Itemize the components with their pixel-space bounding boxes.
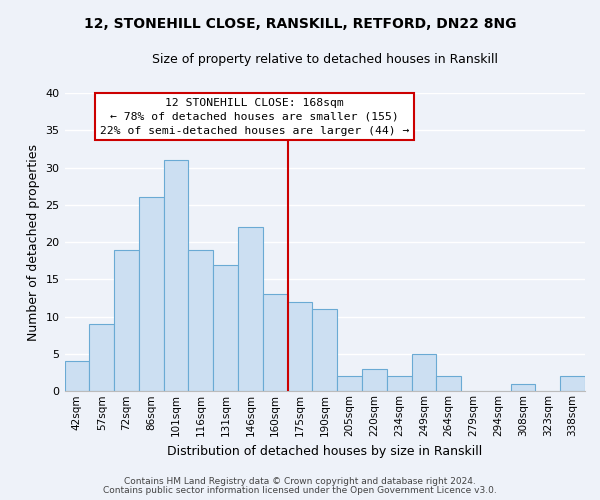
Y-axis label: Number of detached properties: Number of detached properties xyxy=(27,144,40,340)
Bar xyxy=(313,310,337,392)
Bar xyxy=(139,198,164,392)
Text: 12, STONEHILL CLOSE, RANSKILL, RETFORD, DN22 8NG: 12, STONEHILL CLOSE, RANSKILL, RETFORD, … xyxy=(84,18,516,32)
Text: Contains HM Land Registry data © Crown copyright and database right 2024.: Contains HM Land Registry data © Crown c… xyxy=(124,477,476,486)
Bar xyxy=(511,384,535,392)
Bar xyxy=(412,354,436,392)
Text: 12 STONEHILL CLOSE: 168sqm
← 78% of detached houses are smaller (155)
22% of sem: 12 STONEHILL CLOSE: 168sqm ← 78% of deta… xyxy=(100,98,409,136)
X-axis label: Distribution of detached houses by size in Ranskill: Distribution of detached houses by size … xyxy=(167,444,482,458)
Bar xyxy=(387,376,412,392)
Bar xyxy=(238,227,263,392)
Bar xyxy=(114,250,139,392)
Bar xyxy=(89,324,114,392)
Bar xyxy=(263,294,287,392)
Bar xyxy=(362,369,387,392)
Bar xyxy=(65,362,89,392)
Bar xyxy=(213,264,238,392)
Bar xyxy=(560,376,585,392)
Bar xyxy=(436,376,461,392)
Bar xyxy=(188,250,213,392)
Bar xyxy=(337,376,362,392)
Text: Contains public sector information licensed under the Open Government Licence v3: Contains public sector information licen… xyxy=(103,486,497,495)
Bar xyxy=(164,160,188,392)
Bar xyxy=(287,302,313,392)
Title: Size of property relative to detached houses in Ranskill: Size of property relative to detached ho… xyxy=(152,52,498,66)
